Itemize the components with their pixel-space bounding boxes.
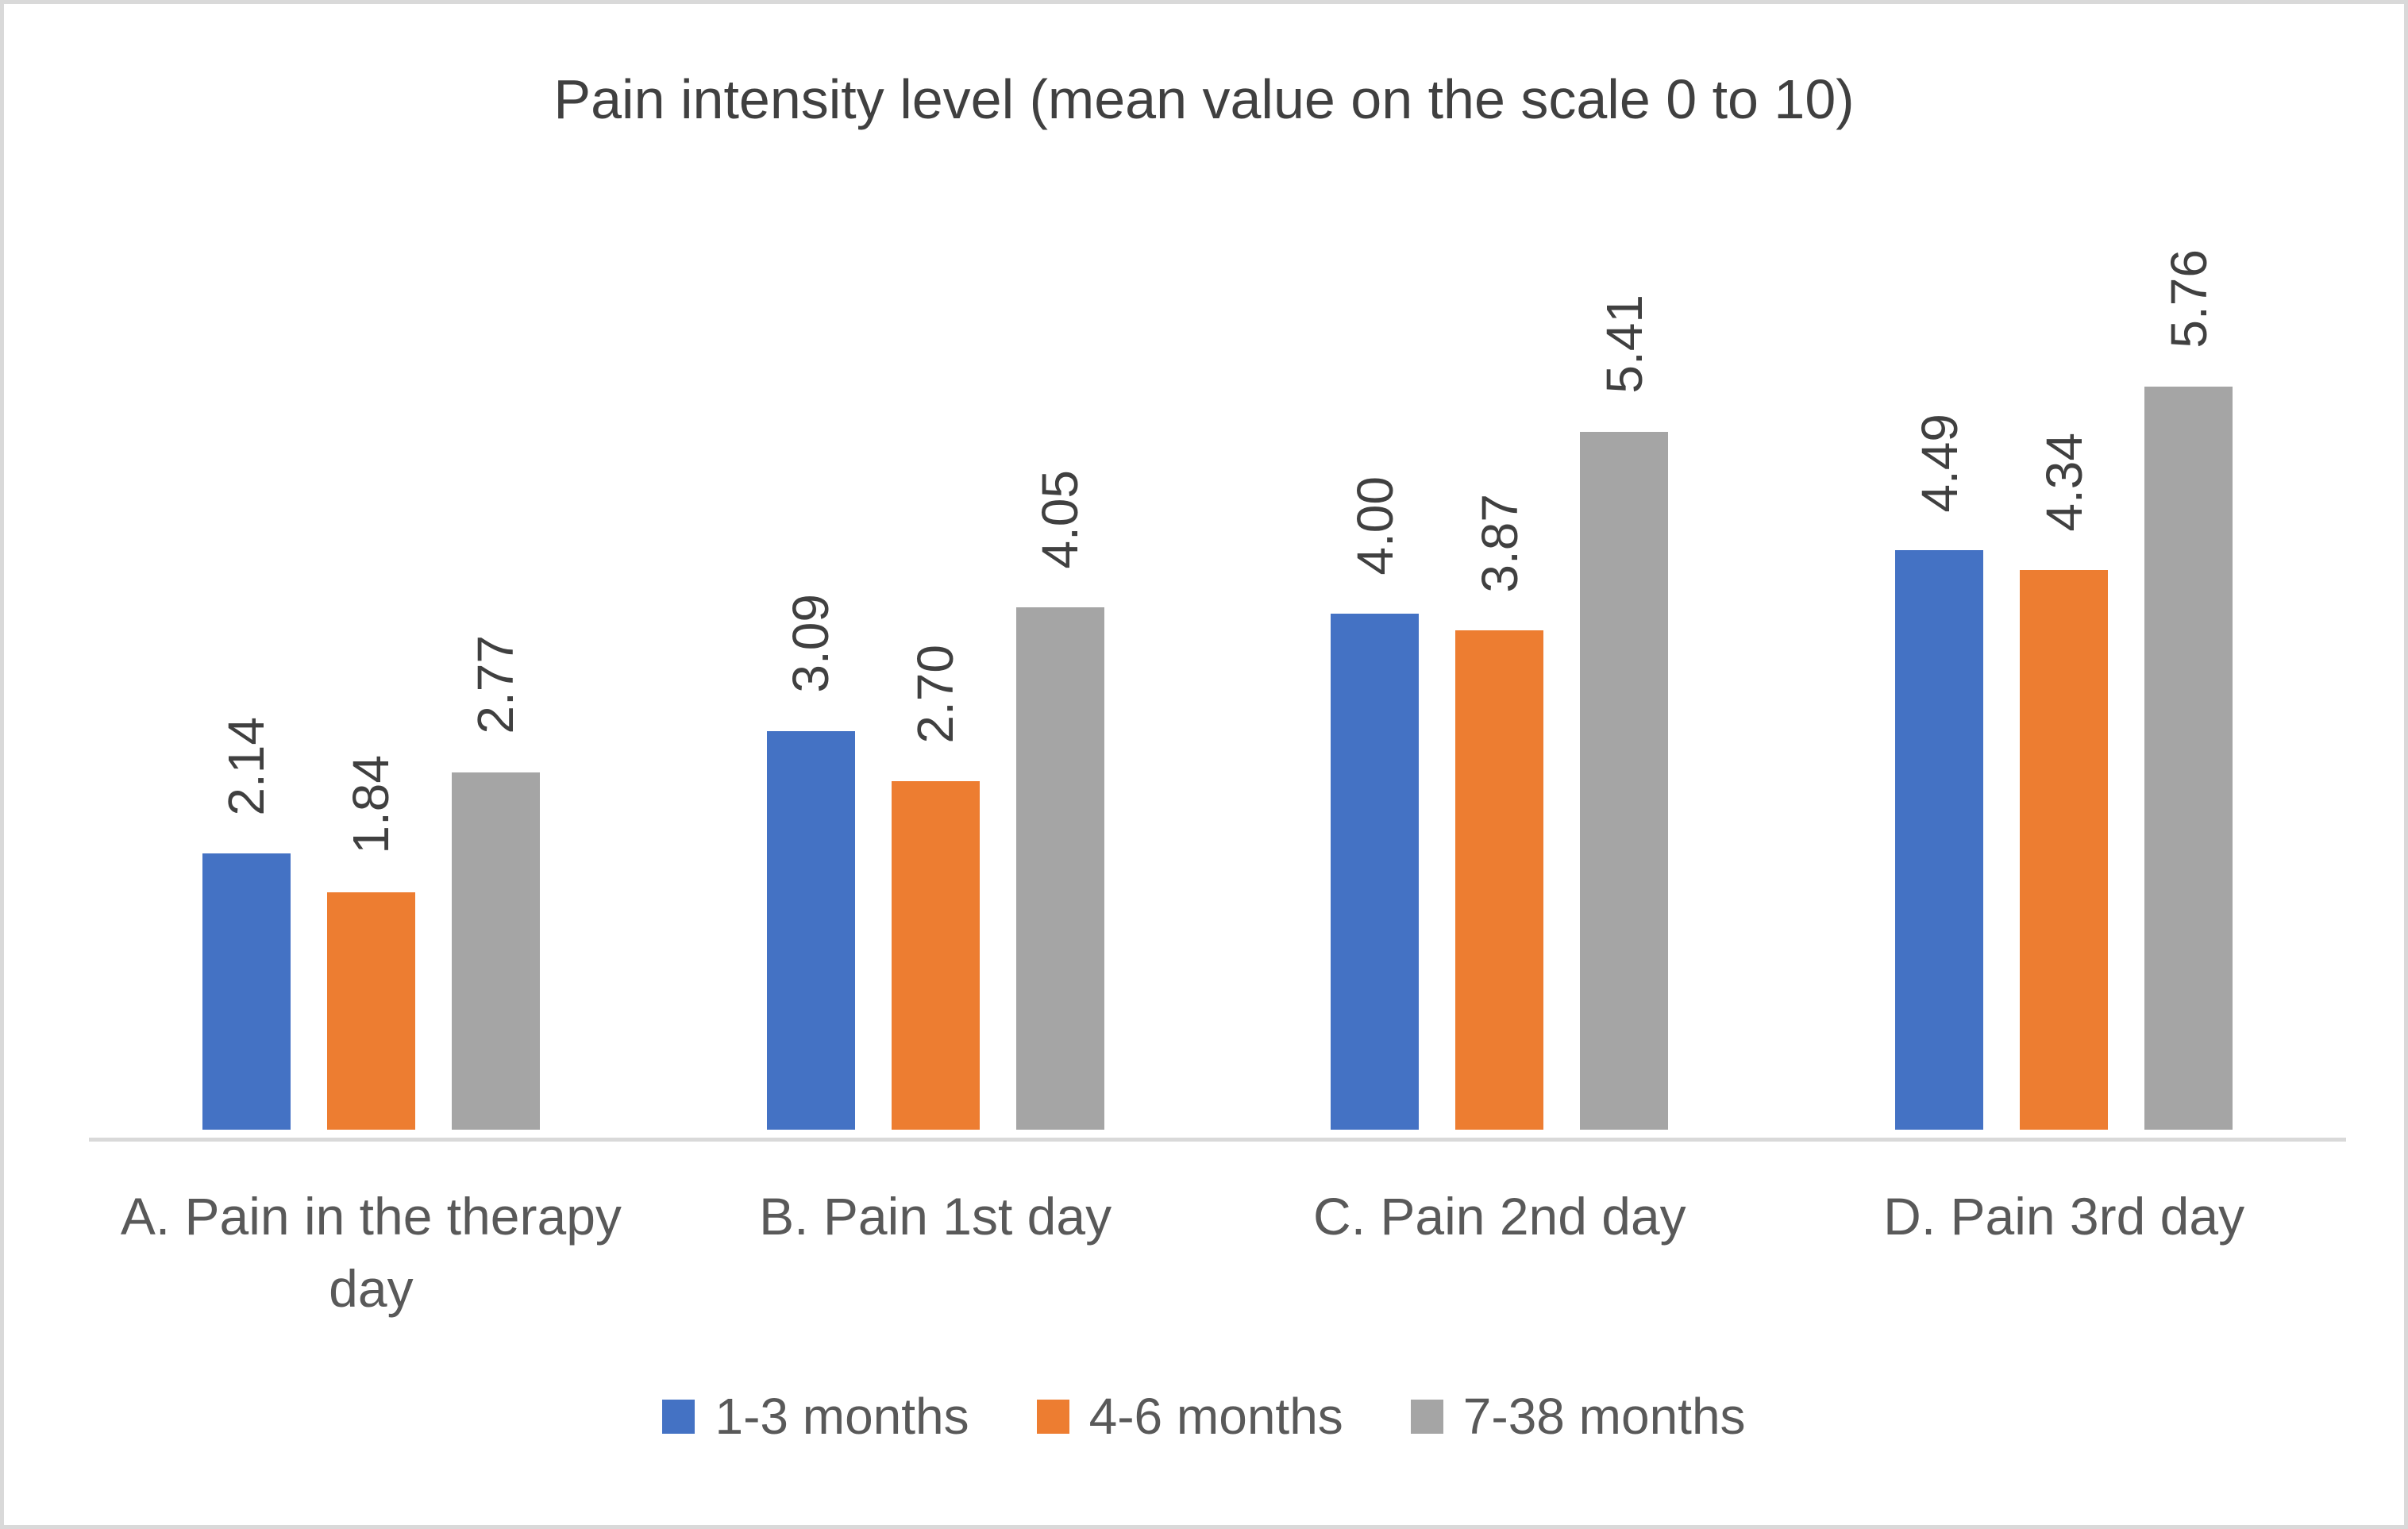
bar-value-label: 3.09 [782,594,840,693]
bar-value-label: 4.00 [1346,476,1404,576]
x-axis-label: C. Pain 2nd day [1313,1187,1686,1246]
bar-series-0-category-3: 4.49 [1895,414,1984,1130]
legend-label: 1-3 months [715,1388,969,1445]
legend-label: 4-6 months [1088,1388,1343,1445]
bar-value-label: 1.84 [342,755,400,854]
bar-value-label: 4.05 [1031,470,1089,569]
bar-value-label: 3.87 [1470,493,1528,593]
legend-item: 4-6 months [1036,1387,1343,1446]
legend: 1-3 months 4-6 months 7-38 months [4,1387,2404,1446]
bar-value-label: 2.14 [218,716,275,816]
bar-value-label: 2.70 [907,644,965,744]
x-axis-label: D. Pain 3rd day [1883,1187,2245,1246]
bar-series-2-category-2: 5.41 [1580,295,1669,1130]
bar-series-2-category-1: 4.05 [1015,470,1104,1130]
x-axis-line [89,1138,2346,1142]
x-axis-labels: A. Pain in the therapy day B. Pain 1st da… [89,1180,2346,1325]
legend-label: 7-38 months [1462,1388,1746,1445]
bar-value-label: 4.34 [2035,433,2093,532]
bar-series-2-category-0: 2.77 [451,635,540,1130]
x-axis-label: B. Pain 1st day [759,1187,1112,1246]
legend-item: 1-3 months [662,1387,969,1446]
bar-group: 2.14 1.84 2.77 [89,169,653,1130]
bar-group: 3.09 2.70 4.05 [653,169,1218,1130]
bar-group: 4.49 4.34 5.76 [1782,169,2346,1130]
bar-value-label: 4.49 [1910,413,1968,513]
legend-marker-icon [1410,1399,1443,1434]
x-axis-label: A. Pain in the therapy day [120,1187,622,1319]
bar-series-0-category-2: 4.00 [1331,476,1420,1130]
bar-value-label: 5.41 [1595,295,1653,394]
bar-series-0-category-0: 2.14 [202,717,291,1130]
bar-series-1-category-1: 2.70 [891,645,980,1130]
bar-series-0-category-1: 3.09 [766,594,855,1130]
bar-series-1-category-3: 4.34 [2020,433,2109,1130]
legend-marker-icon [662,1399,695,1434]
bar-series-1-category-0: 1.84 [326,755,415,1130]
bar-value-label: 5.76 [2159,249,2217,349]
bar-value-label: 2.77 [467,635,525,734]
legend-item: 7-38 months [1410,1387,1746,1446]
bar-group: 4.00 3.87 5.41 [1218,169,1782,1130]
legend-marker-icon [1036,1399,1069,1434]
plot-area: 2.14 1.84 2.77 3.09 2.70 4.05 4.00 3.87 5.41 4.49… [89,169,2346,1130]
chart-title: Pain intensity level (mean value on the … [553,68,1855,130]
bar-series-2-category-3: 5.76 [2144,249,2233,1130]
bar-series-1-category-2: 3.87 [1455,494,1544,1130]
